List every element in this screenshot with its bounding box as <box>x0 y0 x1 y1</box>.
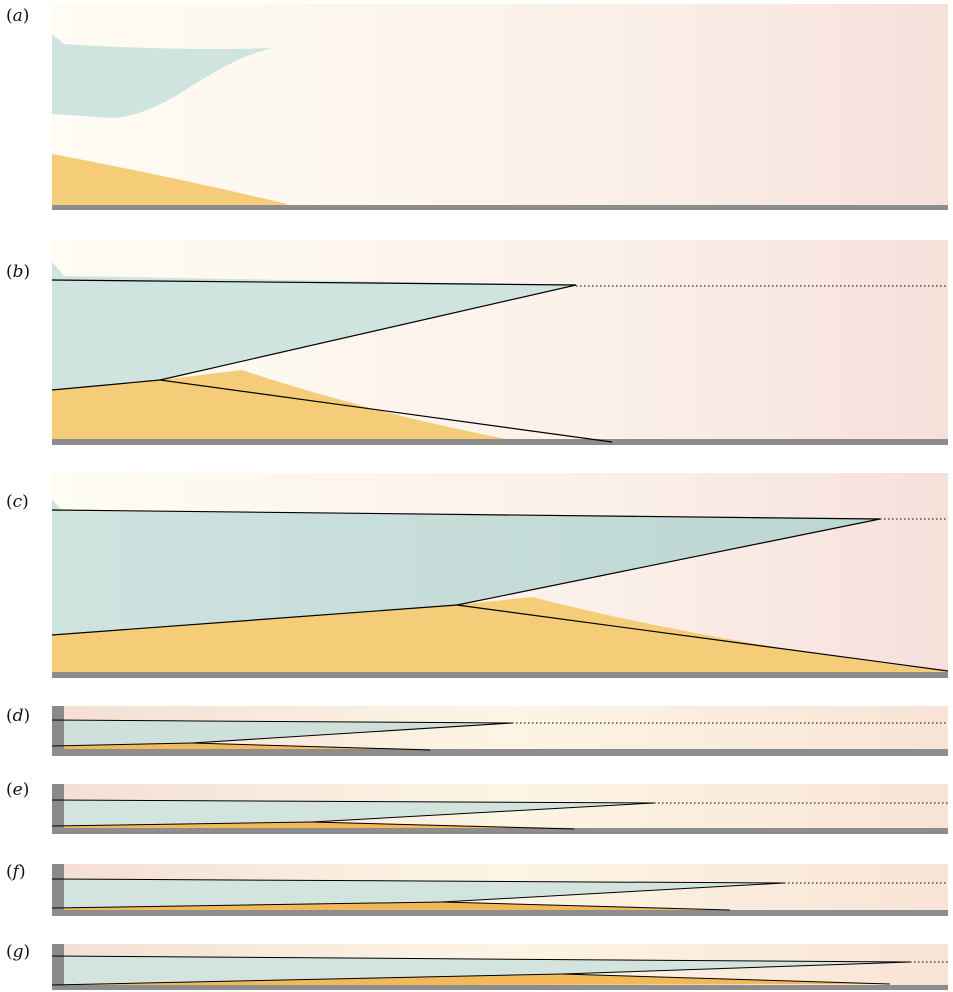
yellow-layer <box>64 822 572 828</box>
panel-a-photo <box>52 4 948 210</box>
interface-line-upper <box>52 509 881 520</box>
interface-line-upper <box>52 955 911 963</box>
interface-line-lower <box>52 604 458 636</box>
panel-e-photo <box>52 784 948 834</box>
tank-floor <box>52 828 948 834</box>
yellow-layer <box>64 902 728 910</box>
blue-layer <box>64 879 782 908</box>
background <box>52 4 948 210</box>
blue-layer <box>52 34 272 118</box>
tank-floor <box>52 985 948 990</box>
blue-layer <box>64 956 908 985</box>
panel-b <box>52 240 948 445</box>
front-line-upper <box>191 722 513 744</box>
front-line-lower <box>159 379 613 443</box>
panel-d <box>52 706 948 756</box>
panel-c <box>52 473 948 678</box>
front-line-lower <box>456 604 948 672</box>
blue-layer <box>64 800 652 826</box>
panel-label-c: (c) <box>6 492 29 512</box>
tank-floor <box>52 439 948 445</box>
panel-d-photo <box>52 706 948 756</box>
lock-gate <box>52 944 64 986</box>
front-line-upper <box>561 961 911 975</box>
panel-g-photo <box>52 944 948 990</box>
front-line-upper <box>159 284 577 381</box>
blue-layer <box>64 720 510 746</box>
front-line-upper <box>456 518 881 606</box>
interface-line-lower <box>52 901 443 909</box>
yellow-layer <box>64 974 890 986</box>
front-line-lower <box>191 742 431 751</box>
panel-b-photo <box>52 240 948 445</box>
front-line-upper <box>311 802 655 823</box>
front-line-lower <box>561 973 891 985</box>
lock-gate <box>52 706 64 750</box>
panel-f <box>52 864 948 916</box>
panel-label-d: (d) <box>6 706 31 726</box>
lock-gate <box>52 784 64 828</box>
tank-floor <box>52 672 948 678</box>
tank-floor <box>52 205 948 210</box>
interface-line-lower <box>52 973 563 986</box>
panel-label-e: (e) <box>6 780 30 800</box>
panel-e <box>52 784 948 834</box>
interface-line-lower <box>52 821 313 827</box>
yellow-layer <box>52 370 512 440</box>
lock-gate <box>52 864 64 910</box>
interface-line-upper <box>52 279 577 286</box>
yellow-layer <box>52 597 948 673</box>
tank-floor <box>52 749 948 756</box>
tank-floor <box>52 910 948 916</box>
interface-line-upper <box>52 719 513 724</box>
interface-line-lower <box>52 379 161 391</box>
interface-line-upper <box>52 799 655 804</box>
front-line-lower <box>441 901 731 911</box>
panel-label-g: (g) <box>6 942 31 962</box>
panel-c-photo <box>52 473 948 678</box>
panel-label-a: (a) <box>6 6 30 26</box>
panel-label-b: (b) <box>6 262 31 282</box>
interface-line-upper <box>52 878 785 884</box>
panel-a <box>52 4 948 210</box>
panel-label-f: (f) <box>6 862 26 882</box>
blue-layer <box>52 262 572 390</box>
panel-f-photo <box>52 864 948 916</box>
yellow-layer <box>52 154 287 207</box>
panel-g <box>52 944 948 990</box>
front-line-upper <box>441 882 785 903</box>
interface-line-lower <box>52 742 193 747</box>
blue-layer <box>52 499 878 635</box>
front-line-lower <box>311 821 575 830</box>
